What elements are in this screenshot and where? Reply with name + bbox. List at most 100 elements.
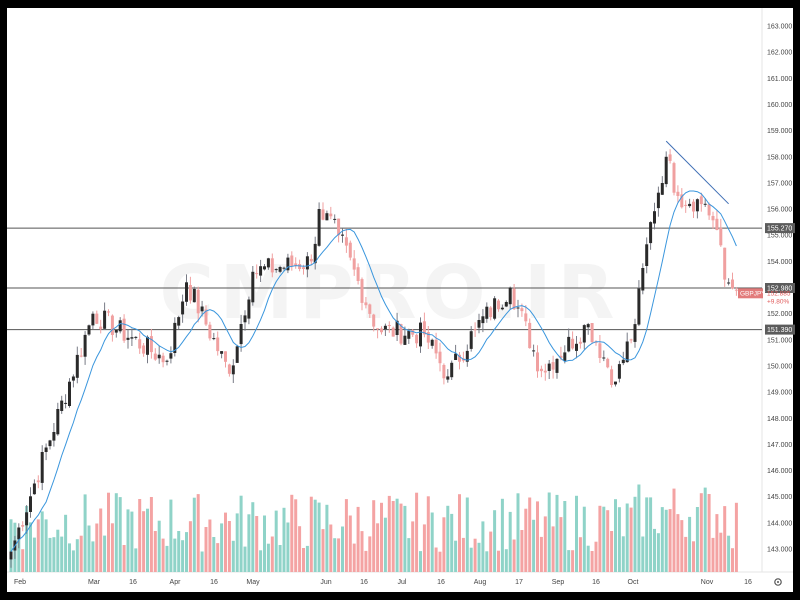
volume-bar [434, 547, 438, 572]
volume-bar [313, 499, 317, 572]
candle-body [567, 336, 571, 352]
volume-bar [231, 540, 235, 572]
candle-body [110, 315, 114, 335]
time-tick-label: Nov [701, 579, 714, 586]
candle-body [188, 285, 192, 301]
volume-bar [52, 537, 56, 572]
candle-body [302, 267, 305, 269]
candle-body [40, 452, 44, 483]
candle-body [723, 247, 727, 280]
candle-body [434, 339, 438, 354]
candle-body [48, 440, 52, 447]
candle-body [614, 381, 617, 385]
time-tick-label: 16 [437, 579, 445, 586]
volume-bar [79, 535, 83, 572]
volume-bar [114, 493, 118, 572]
volume-bar [243, 546, 247, 572]
candle-body [407, 330, 411, 339]
volume-bar [512, 539, 516, 572]
candle-body [364, 302, 368, 306]
candle-body [645, 244, 649, 266]
candle-body [606, 358, 610, 368]
volume-bar [516, 493, 520, 572]
candle-body [333, 218, 337, 220]
volume-bar [719, 532, 723, 572]
candle-body [695, 199, 699, 212]
volume-bar [649, 497, 653, 572]
candle-body [169, 353, 173, 359]
price-tick-label: 158.000 [767, 154, 792, 161]
volume-bar [614, 499, 617, 572]
candle-body [107, 311, 110, 313]
volume-bar [364, 550, 368, 572]
candle-body [504, 302, 508, 307]
volume-bar [629, 507, 633, 572]
candle-body [270, 258, 274, 273]
volume-bar [387, 495, 391, 572]
volume-bar [157, 520, 161, 572]
candle-body [337, 218, 341, 236]
volume-bar [625, 503, 629, 572]
candle-body [715, 218, 719, 230]
volume-bar [446, 505, 450, 572]
volume-bar [586, 545, 590, 572]
candle-body [266, 258, 270, 268]
volume-bar [442, 517, 446, 572]
volume-bar [621, 536, 625, 572]
volume-bar [617, 507, 621, 572]
volume-bar [227, 521, 231, 572]
volume-bar [508, 511, 512, 572]
volume-bar [430, 512, 434, 572]
candle-body [512, 288, 516, 310]
volume-bar [29, 522, 32, 572]
volume-bar [99, 508, 103, 572]
volume-bar [126, 509, 130, 572]
candle-body [734, 289, 738, 291]
candle-body [450, 362, 454, 378]
volume-bar [344, 499, 348, 572]
volume-bar [391, 501, 395, 572]
candle-body [586, 324, 590, 328]
volume-bar [337, 538, 341, 572]
volume-bar [543, 516, 547, 572]
volume-bar [274, 510, 278, 572]
volume-bar [196, 494, 200, 572]
candle-body [247, 299, 251, 319]
volume-bar [637, 484, 641, 572]
volume-bar [551, 526, 555, 572]
price-tick-label: 144.000 [767, 520, 792, 527]
volume-bar [110, 523, 114, 572]
candle-body [216, 337, 220, 352]
candle-body [130, 337, 134, 339]
volume-bar [633, 496, 637, 572]
candle-body [571, 338, 575, 349]
price-tick-label: 145.000 [767, 494, 792, 501]
candle-body [399, 324, 403, 344]
volume-bar [266, 543, 270, 572]
volume-bar [185, 532, 188, 572]
candle-body [500, 307, 504, 310]
candle-body [325, 213, 329, 221]
candle-body [680, 194, 684, 208]
candle-body [68, 381, 71, 406]
volume-bar [239, 495, 243, 572]
price-tick-label: 147.000 [767, 442, 792, 449]
candle-body [329, 213, 333, 217]
price-axis: 163.000 162.000 161.000 160.000 159.000 158.0… [767, 24, 792, 554]
price-tick-label: 154.000 [767, 259, 792, 266]
symbol-tag [738, 288, 763, 299]
volume-bar [703, 487, 707, 572]
volume-bar [146, 508, 149, 572]
volume-bar [68, 543, 71, 572]
candle-body [118, 320, 122, 332]
volume-bar [216, 543, 220, 572]
candle-body [380, 328, 383, 333]
settings-icon[interactable] [774, 578, 782, 586]
volume-bar [731, 548, 734, 572]
candle-body [114, 329, 118, 333]
volume-bar [21, 549, 25, 572]
volume-bar [571, 550, 575, 572]
candle-body [727, 282, 731, 284]
trendline [665, 140, 729, 205]
